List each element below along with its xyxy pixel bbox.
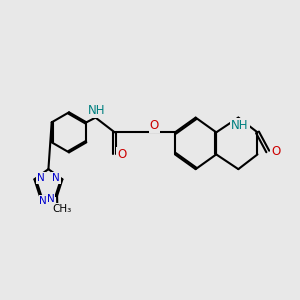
Text: O: O [150,119,159,132]
Text: N: N [39,196,47,206]
Text: O: O [117,148,127,161]
Text: CH₃: CH₃ [52,204,71,214]
Text: NH: NH [88,104,106,117]
Text: N: N [47,194,55,204]
Text: N: N [37,173,45,183]
Text: N: N [52,173,60,183]
Text: O: O [272,145,280,158]
Text: NH: NH [231,119,249,132]
